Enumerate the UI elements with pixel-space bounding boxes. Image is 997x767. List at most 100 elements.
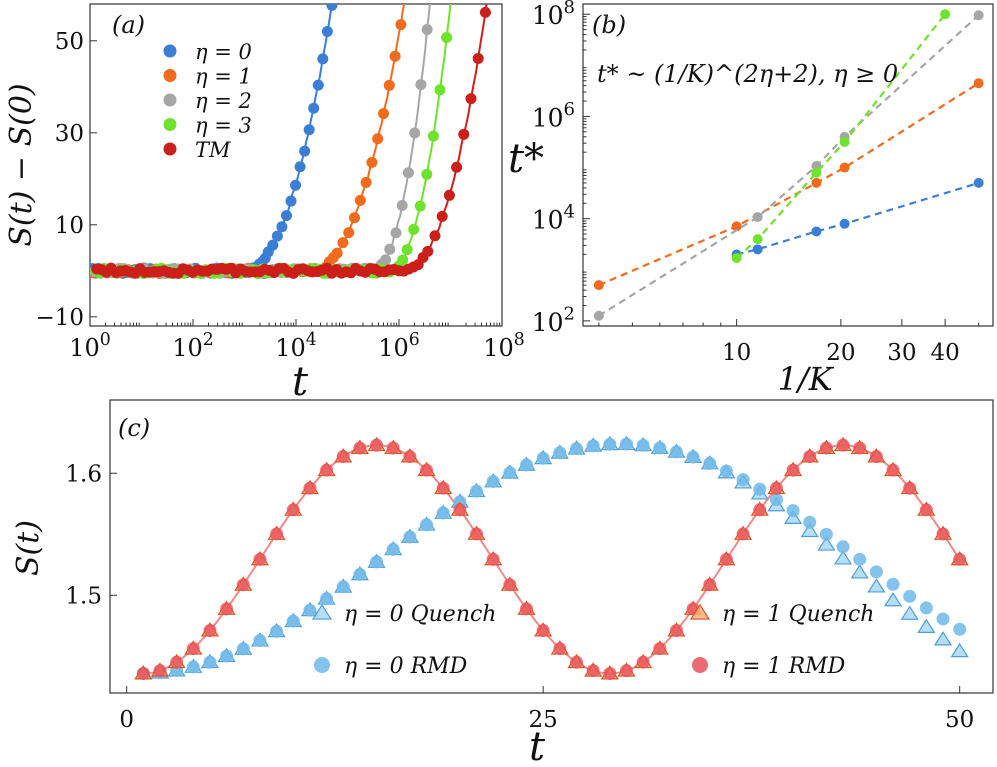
c-point-eta1-rmd <box>719 552 733 566</box>
b-point <box>940 9 951 20</box>
c-xtick-label: 25 <box>529 707 558 733</box>
c-legend-label: η = 0 RMD <box>344 654 468 679</box>
c-point-eta1-rmd <box>386 441 400 455</box>
b-point <box>811 177 822 188</box>
c-point-eta0-rmd <box>803 515 817 529</box>
c-point-eta0-rmd <box>553 446 567 460</box>
a-point <box>337 237 349 249</box>
a-point <box>415 79 427 91</box>
c-point-eta0-rmd <box>636 438 650 452</box>
c-point-eta0-rmd <box>903 589 917 603</box>
a-point <box>479 6 491 18</box>
c-point-eta0-rmd <box>270 624 284 638</box>
a-point <box>389 50 401 62</box>
c-point-eta0-rmd <box>836 540 850 554</box>
c-point-eta1-rmd <box>370 438 384 452</box>
c-point-eta0-rmd <box>936 612 950 626</box>
panel-b-annotation: t* ~ (1/K)^(2η+2), η ≥ 0 <box>597 60 898 88</box>
a-series-4 <box>91 4 491 279</box>
c-point-eta1-rmd <box>270 527 284 541</box>
c-point-eta1-rmd <box>853 441 867 455</box>
c-point-eta0-rmd <box>336 580 350 594</box>
c-point-eta1-rmd <box>420 463 434 477</box>
b-xtick-label: 30 <box>887 340 916 366</box>
c-point-eta0-rmd <box>386 542 400 556</box>
c-point-eta1-rmd <box>470 527 484 541</box>
a-point <box>276 221 288 233</box>
c-point-eta0-quench <box>900 605 919 620</box>
c-point-eta0-rmd <box>353 567 367 581</box>
b-point <box>839 137 850 147</box>
a-point <box>267 239 279 251</box>
a-point <box>397 254 409 266</box>
c-point-eta1-rmd <box>769 481 783 495</box>
c-point-eta1-rmd <box>303 481 317 495</box>
c-point-eta1-rmd <box>603 666 617 680</box>
c-point-eta1-rmd <box>919 503 933 517</box>
panel-a: 100 102 104 106 108 50 30 10 −10 (a) t S(t) − S(… <box>4 3 525 405</box>
a-point <box>299 145 311 157</box>
a-series-1 <box>90 4 407 280</box>
c-point-eta0-rmd <box>503 466 517 480</box>
a-legend-label: η = 2 <box>195 89 252 113</box>
c-point-eta0-rmd <box>569 442 583 456</box>
a-point <box>441 31 453 43</box>
c-point-eta1-rmd <box>153 664 167 678</box>
c-point-eta0-rmd <box>953 622 967 636</box>
c-point-eta1-rmd <box>819 441 833 455</box>
c-point-eta1-rmd <box>803 449 817 463</box>
c-point-eta1-rmd <box>203 623 217 637</box>
a-point <box>380 254 392 266</box>
c-ytick-label: 1.5 <box>65 583 102 609</box>
a-ytick-label: −10 <box>35 305 84 331</box>
c-point-eta0-rmd <box>753 482 767 496</box>
c-point-eta0-rmd <box>203 655 217 669</box>
b-line-3 <box>735 13 946 259</box>
c-point-eta1-rmd <box>436 481 450 495</box>
c-point-eta1-rmd <box>553 642 567 656</box>
a-point <box>366 156 378 168</box>
a-legend-marker <box>163 118 177 131</box>
a-xtick-label: 100 <box>69 330 111 362</box>
a-point <box>401 244 413 256</box>
b-point <box>811 167 822 178</box>
c-point-eta1-rmd <box>186 642 200 656</box>
b-ytick-label: 106 <box>532 99 575 132</box>
b-point <box>839 162 850 173</box>
a-point <box>378 108 390 120</box>
a-point <box>308 102 320 114</box>
c-point-eta0-quench <box>850 564 869 579</box>
c-ytick-label: 1.6 <box>65 461 102 487</box>
panel-c-data <box>134 435 969 680</box>
c-point-eta1-rmd <box>453 503 467 517</box>
c-xtick-label: 0 <box>119 707 134 733</box>
a-legend-label: η = 1 <box>195 65 252 89</box>
c-point-eta1-rmd <box>220 602 234 616</box>
a-legend-marker <box>163 93 177 107</box>
a-point <box>294 161 306 173</box>
c-point-eta0-rmd <box>303 603 317 617</box>
c-point-eta0-quench <box>833 550 853 565</box>
c-point-eta0-rmd <box>320 592 334 606</box>
a-point <box>414 200 426 212</box>
a-xtick-label: 102 <box>172 330 214 362</box>
a-point <box>321 26 333 38</box>
c-point-eta1-rmd <box>903 481 917 495</box>
c-point-eta0-rmd <box>819 527 833 541</box>
a-point <box>331 247 343 259</box>
a-point <box>434 84 446 96</box>
c-point-eta0-quench <box>917 618 936 633</box>
a-point <box>383 79 395 91</box>
c-legend-label: η = 1 Quench <box>722 602 874 627</box>
b-xtick-label: 20 <box>826 340 855 366</box>
a-point <box>395 19 407 31</box>
a-point <box>343 227 355 239</box>
b-point <box>752 244 763 255</box>
c-point-eta0-quench <box>883 592 903 607</box>
a-legend-label: η = 0 <box>195 40 252 64</box>
c-point-eta0-quench <box>867 578 886 593</box>
b-point <box>731 221 742 232</box>
a-point <box>409 127 421 139</box>
a-point <box>354 194 366 206</box>
